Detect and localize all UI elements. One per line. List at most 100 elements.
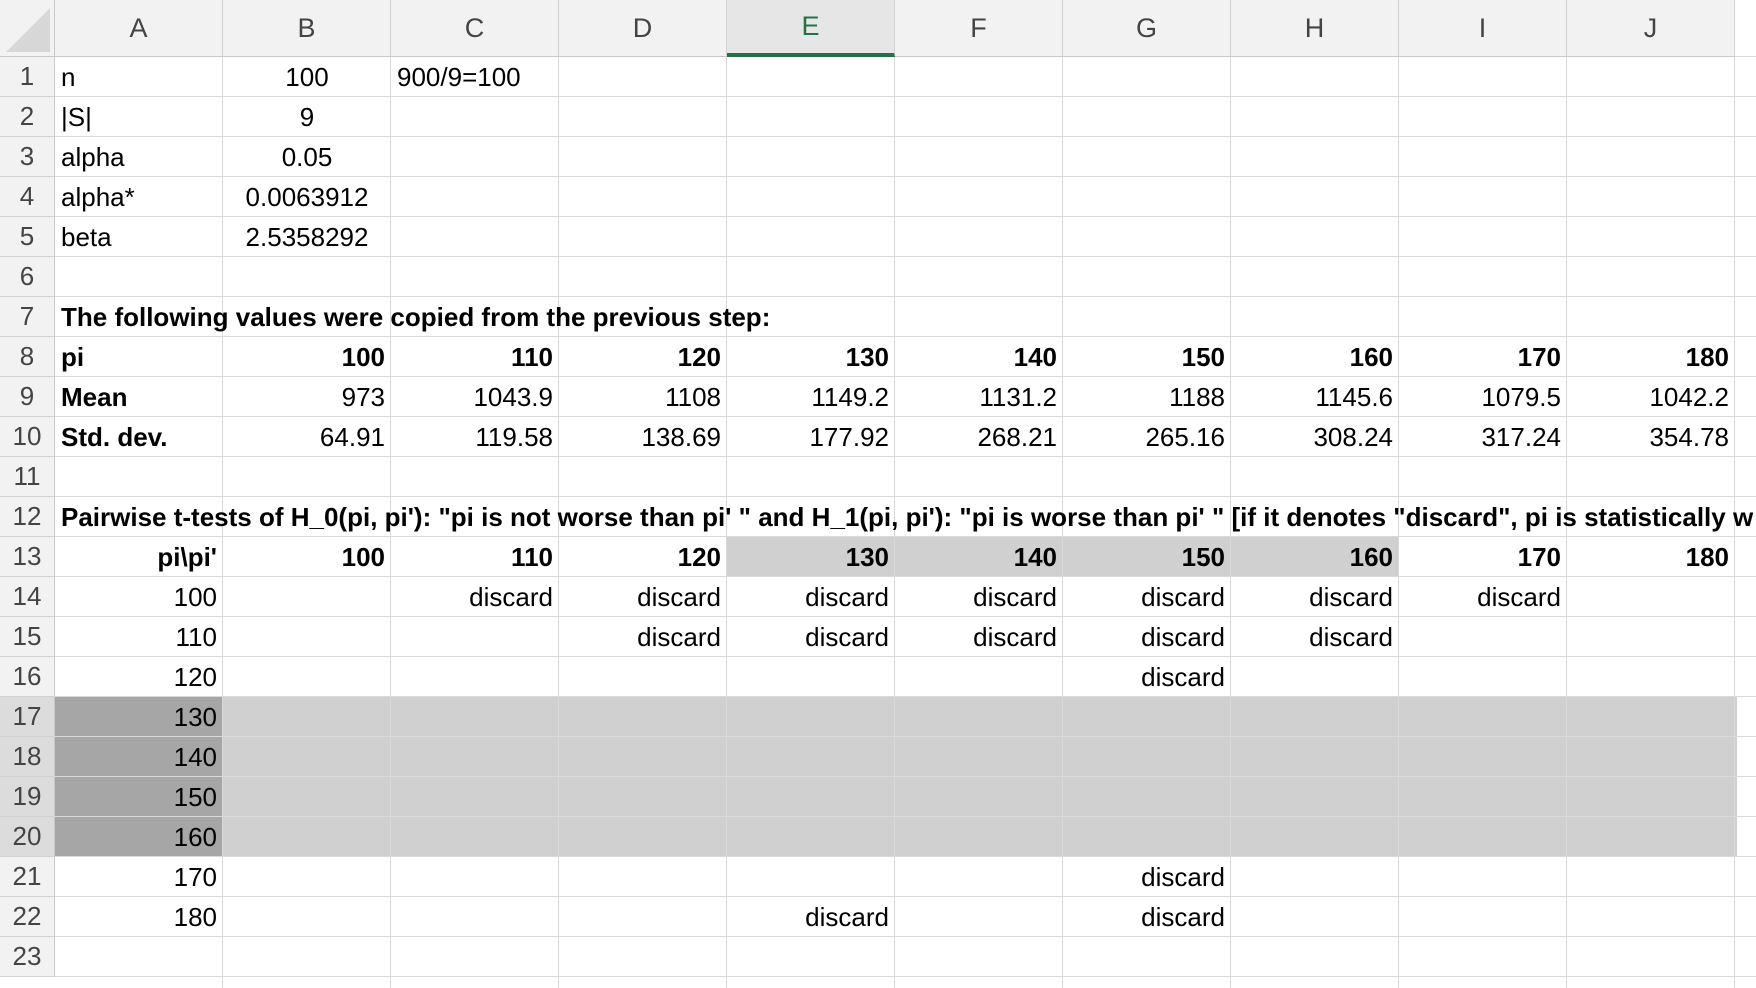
cell-h14[interactable]: discard (1309, 582, 1393, 612)
cell-e9[interactable]: 1149.2 (811, 382, 889, 412)
cell-d14[interactable]: discard (637, 582, 721, 612)
cell-e10[interactable]: 177.92 (809, 422, 889, 452)
cell-g16[interactable]: discard (1141, 662, 1225, 692)
row-header-19[interactable]: 19 (0, 777, 55, 817)
column-header-i[interactable]: I (1399, 0, 1567, 57)
cell-g22[interactable]: discard (1141, 902, 1225, 932)
row-header-3[interactable]: 3 (0, 137, 55, 177)
row-header-22[interactable]: 22 (0, 897, 55, 937)
cell-i9[interactable]: 1079.5 (1481, 382, 1561, 412)
cell-d15[interactable]: discard (637, 622, 721, 652)
cell-i13[interactable]: 170 (1517, 542, 1561, 572)
row-header-8[interactable]: 8 (0, 337, 55, 377)
cell-a5[interactable]: beta (61, 222, 112, 252)
row-header-12[interactable]: 12 (0, 497, 55, 537)
row-header-5[interactable]: 5 (0, 217, 55, 257)
cell-d10[interactable]: 138.69 (641, 422, 721, 452)
cell-c8[interactable]: 110 (511, 342, 553, 372)
cell-g13[interactable]: 150 (1181, 542, 1225, 572)
cell-a13[interactable]: pi\pi' (157, 542, 217, 572)
column-header-h[interactable]: H (1231, 0, 1399, 57)
row-header-21[interactable]: 21 (0, 857, 55, 897)
cell-b5[interactable]: 2.5358292 (245, 222, 369, 252)
cell-e14[interactable]: discard (805, 582, 889, 612)
cell-d13[interactable]: 120 (677, 542, 721, 572)
cell-a19[interactable]: 150 (173, 782, 217, 812)
column-header-d[interactable]: D (559, 0, 727, 57)
cell-b2[interactable]: 9 (299, 102, 315, 132)
row-header-9[interactable]: 9 (0, 377, 55, 417)
cell-g9[interactable]: 1188 (1169, 382, 1225, 412)
cell-g10[interactable]: 265.16 (1145, 422, 1225, 452)
cell-a14[interactable]: 100 (173, 582, 217, 612)
cell-c1[interactable]: 900/9=100 (397, 62, 521, 92)
row-header-15[interactable]: 15 (0, 617, 55, 657)
row-header-2[interactable]: 2 (0, 97, 55, 137)
cell-b1[interactable]: 100 (285, 62, 329, 92)
select-all-corner[interactable] (0, 0, 55, 57)
row-header-13[interactable]: 13 (0, 537, 55, 577)
cell-i14[interactable]: discard (1477, 582, 1561, 612)
column-header-a[interactable]: A (55, 0, 223, 57)
cell-a7[interactable]: The following values were copied from th… (61, 302, 771, 332)
cell-f15[interactable]: discard (973, 622, 1057, 652)
cell-g14[interactable]: discard (1141, 582, 1225, 612)
cell-f8[interactable]: 140 (1013, 342, 1057, 372)
cell-d8[interactable]: 120 (677, 342, 721, 372)
cell-i8[interactable]: 170 (1517, 342, 1561, 372)
cell-a20[interactable]: 160 (173, 822, 217, 852)
row-header-6[interactable]: 6 (0, 257, 55, 297)
cell-j8[interactable]: 180 (1685, 342, 1729, 372)
cell-f14[interactable]: discard (973, 582, 1057, 612)
cell-j13[interactable]: 180 (1685, 542, 1729, 572)
cell-c14[interactable]: discard (469, 582, 553, 612)
cell-g21[interactable]: discard (1141, 862, 1225, 892)
row-header-17[interactable]: 17 (0, 697, 55, 737)
cell-i10[interactable]: 317.24 (1481, 422, 1561, 452)
cell-b4[interactable]: 0.0063912 (245, 182, 369, 212)
row-header-7[interactable]: 7 (0, 297, 55, 337)
row-header-18[interactable]: 18 (0, 737, 55, 777)
cell-e15[interactable]: discard (805, 622, 889, 652)
cell-a3[interactable]: alpha (61, 142, 125, 172)
cell-h15[interactable]: discard (1309, 622, 1393, 652)
column-header-c[interactable]: C (391, 0, 559, 57)
row-header-10[interactable]: 10 (0, 417, 55, 457)
cell-a4[interactable]: alpha* (61, 182, 135, 212)
cell-a18[interactable]: 140 (173, 742, 217, 772)
column-header-g[interactable]: G (1063, 0, 1231, 57)
cell-a15[interactable]: 110 (175, 622, 217, 652)
cell-c13[interactable]: 110 (511, 542, 553, 572)
cell-a16[interactable]: 120 (173, 662, 217, 692)
cell-a8[interactable]: pi (61, 342, 85, 372)
cell-b9[interactable]: 973 (341, 382, 385, 412)
cell-h10[interactable]: 308.24 (1313, 422, 1393, 452)
cell-b3[interactable]: 0.05 (281, 142, 333, 172)
row-header-14[interactable]: 14 (0, 577, 55, 617)
row-header-1[interactable]: 1 (0, 57, 55, 97)
row-header-11[interactable]: 11 (0, 457, 55, 497)
cell-b13[interactable]: 100 (341, 542, 385, 572)
cell-a10[interactable]: Std. dev. (61, 422, 168, 452)
column-header-e[interactable]: E (727, 0, 895, 57)
cell-a17[interactable]: 130 (173, 702, 217, 732)
cell-e8[interactable]: 130 (845, 342, 889, 372)
column-header-j[interactable]: J (1567, 0, 1735, 57)
cell-d9[interactable]: 1108 (665, 382, 721, 412)
cell-a22[interactable]: 180 (173, 902, 217, 932)
cell-h9[interactable]: 1145.6 (1315, 382, 1393, 412)
cell-a12[interactable]: Pairwise t-tests of H_0(pi, pi'): "pi is… (61, 502, 1754, 532)
cell-a9[interactable]: Mean (61, 382, 128, 412)
row-header-23[interactable]: 23 (0, 937, 55, 977)
cell-h13[interactable]: 160 (1349, 542, 1393, 572)
cell-a21[interactable]: 170 (173, 862, 217, 892)
cell-e13[interactable]: 130 (845, 542, 889, 572)
row-header-4[interactable]: 4 (0, 177, 55, 217)
cell-f13[interactable]: 140 (1013, 542, 1057, 572)
column-header-f[interactable]: F (895, 0, 1063, 57)
column-header-b[interactable]: B (223, 0, 391, 57)
cell-b8[interactable]: 100 (341, 342, 385, 372)
row-header-16[interactable]: 16 (0, 657, 55, 697)
cell-b10[interactable]: 64.91 (319, 422, 385, 452)
